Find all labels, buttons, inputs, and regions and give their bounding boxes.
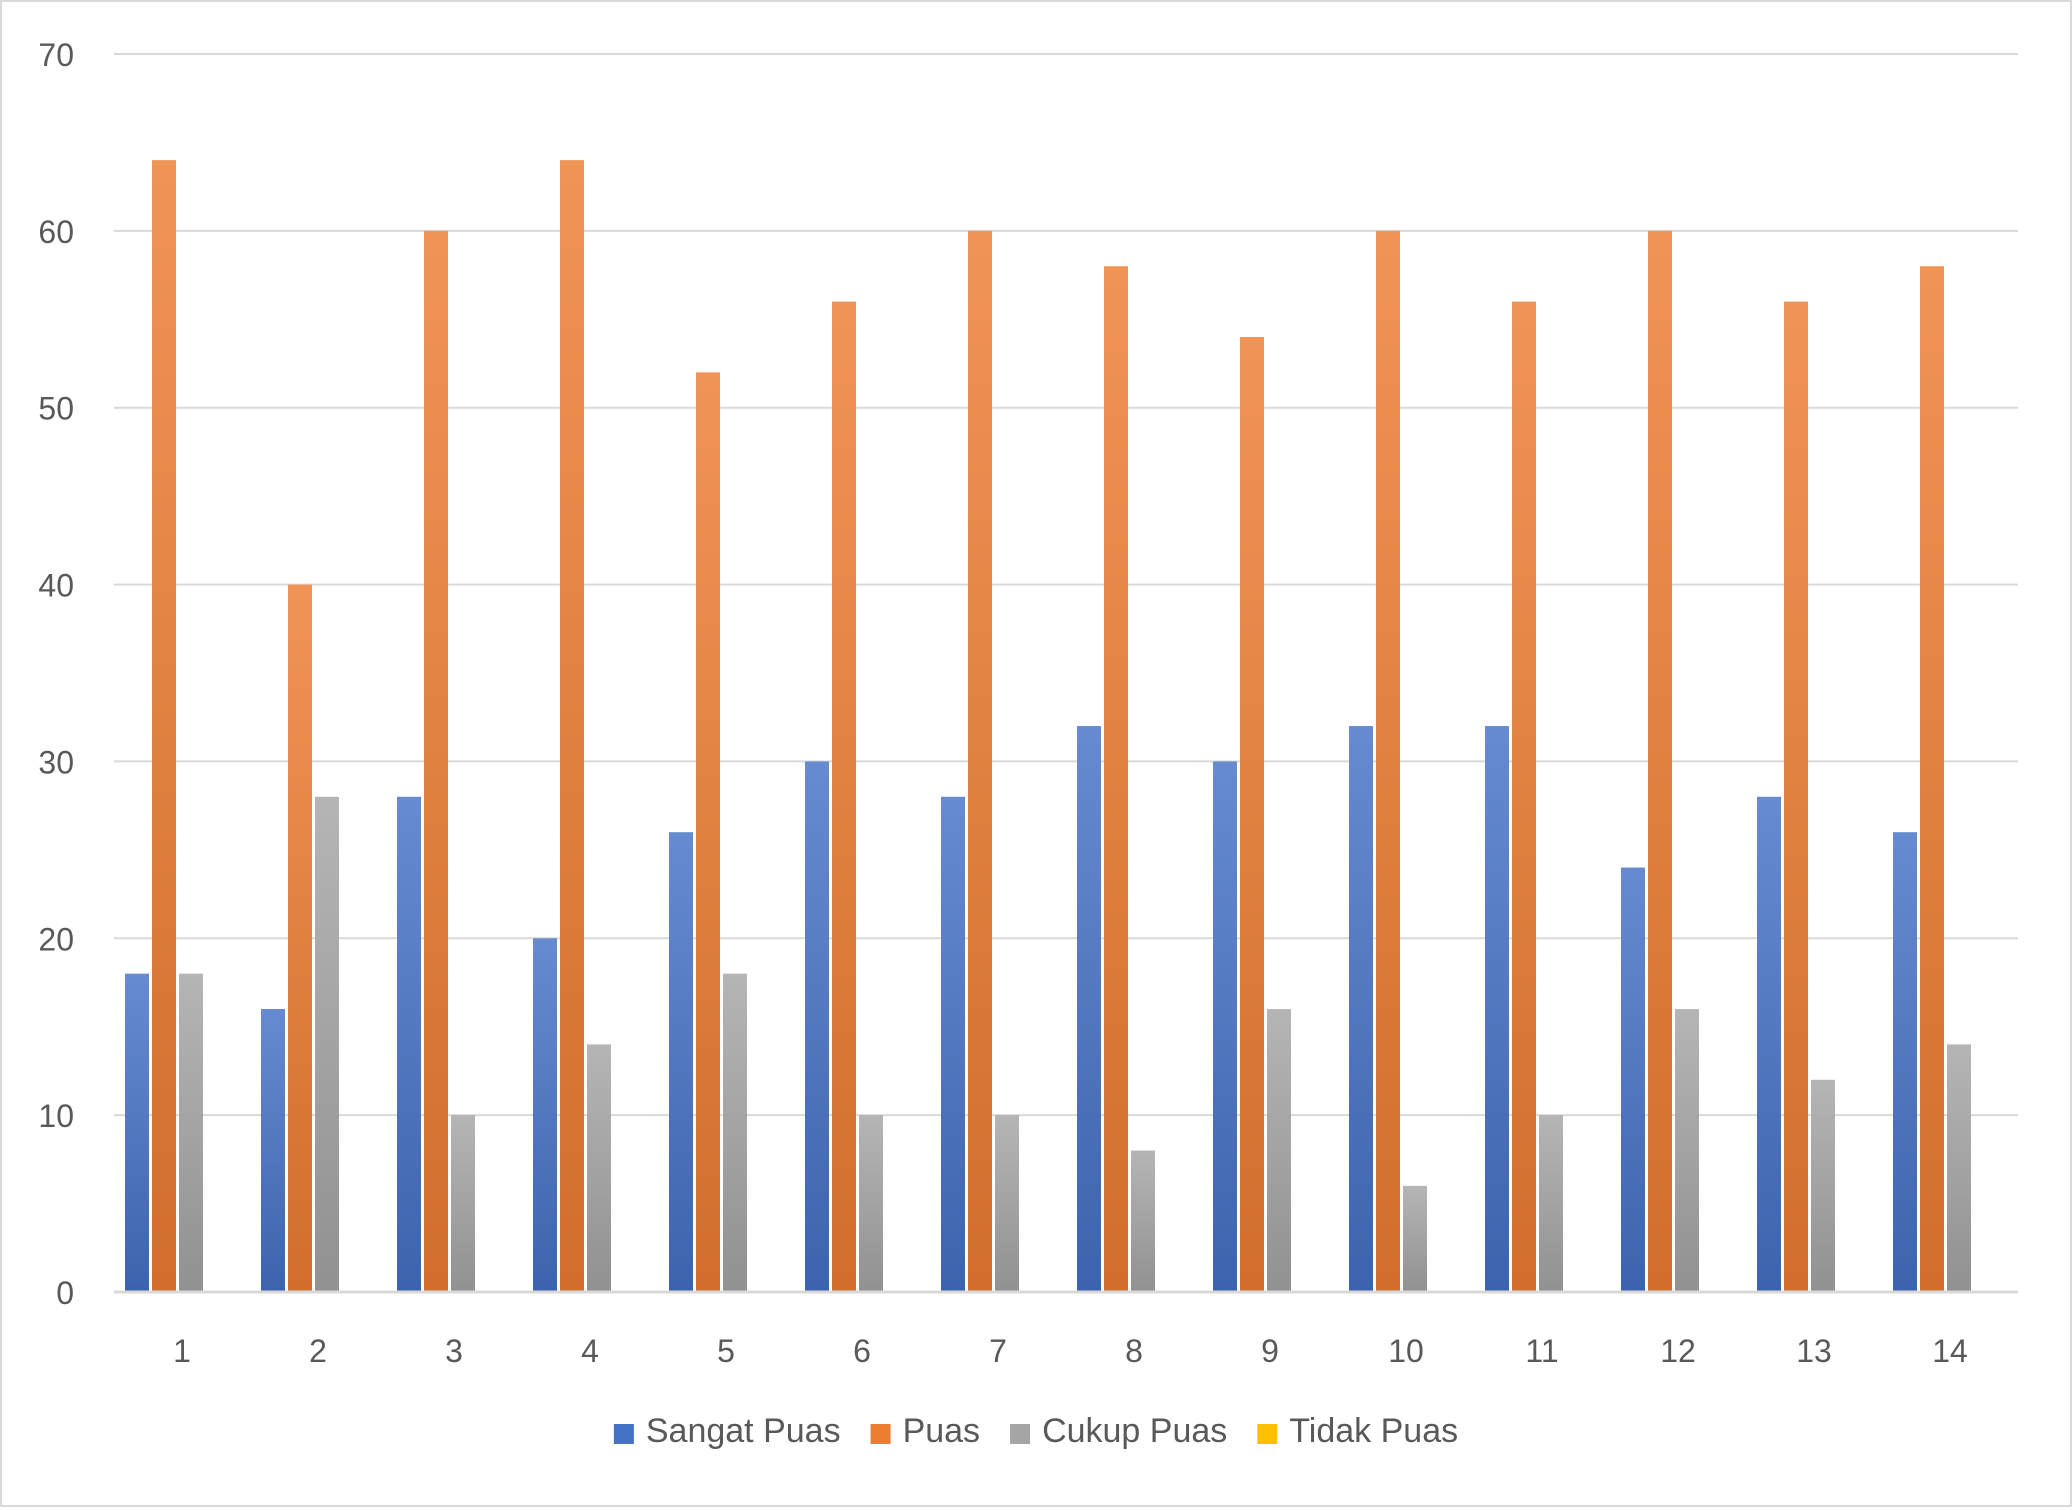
- y-tick-label: 40: [38, 568, 74, 604]
- bar-sangat-puas-9: [1213, 761, 1237, 1292]
- bar-puas-11: [1512, 301, 1536, 1293]
- bar-sangat-puas-11: [1485, 726, 1509, 1292]
- x-tick-label: 5: [717, 1333, 735, 1369]
- y-axis-ticks: 0 10 20 30 40 50 60 70: [38, 37, 74, 1311]
- y-tick-label: 50: [38, 391, 74, 427]
- bar-cukup-puas-5: [723, 973, 747, 1292]
- bar-cukup-puas-3: [451, 1115, 475, 1292]
- bar-sangat-puas-13: [1757, 796, 1781, 1292]
- y-tick-label: 0: [56, 1275, 74, 1311]
- legend-item-tidak-puas: Tidak Puas: [1257, 1412, 1458, 1450]
- bar-puas-13: [1784, 301, 1808, 1293]
- bar-puas-8: [1104, 266, 1128, 1293]
- bar-cukup-puas-14: [1947, 1044, 1971, 1292]
- bars: [125, 160, 1971, 1293]
- bar-cukup-puas-12: [1675, 1009, 1699, 1292]
- bar-puas-10: [1376, 230, 1400, 1292]
- bar-cukup-puas-1: [179, 973, 203, 1292]
- x-tick-label: 1: [173, 1333, 191, 1369]
- bar-sangat-puas-7: [941, 796, 965, 1292]
- bar-sangat-puas-2: [261, 1009, 285, 1292]
- bar-cukup-puas-8: [1131, 1150, 1155, 1292]
- legend-swatch: [1257, 1424, 1278, 1444]
- bar-cukup-puas-11: [1539, 1115, 1563, 1292]
- bar-cukup-puas-2: [315, 796, 339, 1292]
- bar-puas-2: [288, 584, 312, 1292]
- y-tick-label: 10: [38, 1098, 74, 1134]
- bar-sangat-puas-14: [1893, 832, 1917, 1292]
- x-tick-label: 2: [309, 1333, 327, 1369]
- x-tick-label: 12: [1660, 1333, 1696, 1369]
- legend-swatch: [1010, 1424, 1031, 1444]
- y-tick-label: 30: [38, 744, 74, 780]
- bar-sangat-puas-8: [1077, 726, 1101, 1292]
- bar-sangat-puas-5: [669, 832, 693, 1292]
- x-tick-label: 4: [581, 1333, 599, 1369]
- bar-puas-9: [1240, 336, 1264, 1292]
- bar-puas-4: [560, 160, 584, 1293]
- x-tick-label: 6: [853, 1333, 871, 1369]
- bar-cukup-puas-7: [995, 1115, 1019, 1292]
- bar-sangat-puas-10: [1349, 726, 1373, 1292]
- bar-sangat-puas-3: [397, 796, 421, 1292]
- x-tick-label: 3: [445, 1333, 463, 1369]
- legend-label: Sangat Puas: [646, 1412, 841, 1450]
- bar-puas-14: [1920, 266, 1944, 1293]
- x-tick-label: 14: [1932, 1333, 1968, 1369]
- bar-sangat-puas-4: [533, 938, 557, 1292]
- x-tick-label: 9: [1261, 1333, 1279, 1369]
- bar-puas-12: [1648, 230, 1672, 1292]
- bar-puas-5: [696, 372, 720, 1292]
- x-tick-label: 11: [1525, 1333, 1558, 1369]
- legend-swatch: [613, 1424, 634, 1444]
- bar-cukup-puas-6: [859, 1115, 883, 1292]
- bar-puas-1: [152, 160, 176, 1293]
- legend-swatch: [870, 1424, 891, 1444]
- x-tick-label: 8: [1125, 1333, 1143, 1369]
- x-tick-label: 7: [989, 1333, 1007, 1369]
- bar-puas-3: [424, 230, 448, 1292]
- bar-cukup-puas-9: [1267, 1009, 1291, 1292]
- bar-cukup-puas-13: [1811, 1079, 1835, 1292]
- legend-label: Tidak Puas: [1289, 1412, 1458, 1450]
- legend-item-sangat-puas: Sangat Puas: [613, 1412, 841, 1450]
- bar-cukup-puas-4: [587, 1044, 611, 1292]
- bar-sangat-puas-12: [1621, 867, 1645, 1292]
- bar-puas-6: [832, 301, 856, 1293]
- legend-label: Puas: [903, 1412, 981, 1450]
- x-tick-label: 13: [1796, 1333, 1832, 1369]
- legend-item-cukup-puas: Cukup Puas: [1010, 1412, 1227, 1450]
- legend: Sangat Puas Puas Cukup Puas Tidak Puas: [613, 1412, 1458, 1450]
- legend-label: Cukup Puas: [1042, 1412, 1227, 1450]
- x-tick-label: 10: [1388, 1333, 1424, 1369]
- y-tick-label: 60: [38, 214, 74, 250]
- y-tick-label: 70: [38, 37, 74, 73]
- bar-cukup-puas-10: [1403, 1185, 1427, 1292]
- bar-sangat-puas-6: [805, 761, 829, 1292]
- y-tick-label: 20: [38, 921, 74, 957]
- legend-item-puas: Puas: [870, 1412, 981, 1450]
- x-axis-ticks: 1 2 3 4 5 6 7 8 9 10 11 12 13 14: [173, 1333, 1968, 1369]
- bar-sangat-puas-1: [125, 973, 149, 1292]
- bar-puas-7: [968, 230, 992, 1292]
